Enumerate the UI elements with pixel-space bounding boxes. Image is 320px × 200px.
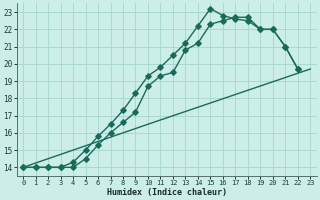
X-axis label: Humidex (Indice chaleur): Humidex (Indice chaleur) [107, 188, 227, 197]
